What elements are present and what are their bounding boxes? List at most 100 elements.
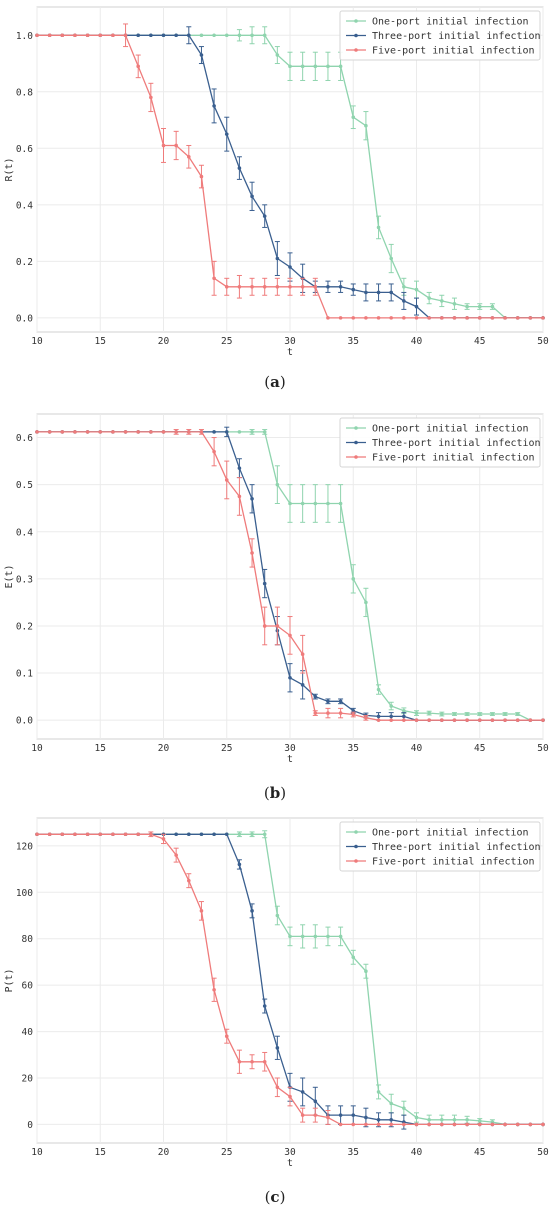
data-point xyxy=(47,832,52,837)
data-point xyxy=(313,934,318,939)
data-point xyxy=(528,1122,533,1127)
data-point xyxy=(288,934,292,939)
legend-label: One-port initial infection xyxy=(372,424,529,435)
y-axis-label: R(t) xyxy=(4,157,15,181)
data-point xyxy=(338,64,343,69)
data-point xyxy=(288,633,292,638)
data-point xyxy=(465,316,469,320)
data-point xyxy=(364,600,368,605)
y-tick-label: 0.6 xyxy=(16,433,33,444)
data-point xyxy=(490,712,495,716)
x-tick-label: 15 xyxy=(95,743,106,754)
data-point xyxy=(250,551,254,555)
data-point xyxy=(414,711,419,715)
x-tick-label: 50 xyxy=(537,1147,549,1158)
data-point xyxy=(73,430,77,434)
x-axis-label: t xyxy=(287,754,293,765)
data-point xyxy=(313,694,318,699)
data-point xyxy=(149,430,153,434)
data-point xyxy=(402,316,406,320)
data-point xyxy=(111,430,115,434)
data-point xyxy=(60,832,65,837)
data-point xyxy=(250,284,254,289)
data-point xyxy=(389,256,394,261)
x-tick-label: 40 xyxy=(411,1147,423,1158)
data-point xyxy=(440,299,444,303)
data-point xyxy=(60,430,65,434)
data-point xyxy=(187,430,191,434)
data-point xyxy=(427,718,431,722)
data-point xyxy=(300,1113,305,1117)
x-tick-label: 40 xyxy=(411,743,423,754)
data-point xyxy=(414,316,419,320)
data-point xyxy=(364,716,368,720)
data-point xyxy=(174,832,178,837)
data-point xyxy=(288,64,292,69)
data-point xyxy=(35,832,39,837)
data-point xyxy=(515,718,520,722)
caption-b-letter: b xyxy=(269,784,281,802)
data-point xyxy=(364,969,368,974)
data-point xyxy=(326,64,330,69)
data-point xyxy=(187,33,191,38)
data-point xyxy=(351,1113,356,1117)
data-point xyxy=(351,708,356,713)
data-point xyxy=(123,430,128,434)
data-point xyxy=(414,287,419,292)
data-point xyxy=(300,683,305,687)
legend-marker xyxy=(354,440,358,445)
caption-b: (b) xyxy=(263,784,287,802)
data-point xyxy=(402,1106,406,1110)
data-point xyxy=(364,316,368,320)
x-tick-label: 35 xyxy=(348,743,359,754)
data-point xyxy=(376,1122,381,1127)
data-point xyxy=(174,33,178,38)
legend-marker xyxy=(354,844,358,849)
data-point xyxy=(338,501,343,506)
y-tick-label: 0.8 xyxy=(16,87,33,98)
x-tick-label: 45 xyxy=(474,336,485,347)
data-point xyxy=(288,284,292,289)
data-point xyxy=(376,225,381,230)
data-point xyxy=(541,316,545,320)
x-tick-label: 20 xyxy=(158,336,170,347)
data-point xyxy=(199,174,204,179)
data-point xyxy=(161,33,166,38)
y-tick-label: 120 xyxy=(16,841,33,852)
data-point xyxy=(275,1046,280,1050)
y-tick-label: 1.0 xyxy=(16,31,33,42)
data-point xyxy=(237,166,242,170)
legend-label: One-port initial infection xyxy=(372,17,529,28)
data-point xyxy=(351,1122,356,1127)
data-point xyxy=(149,832,153,837)
data-point xyxy=(389,316,394,320)
data-point xyxy=(111,33,115,38)
data-point xyxy=(541,718,545,722)
data-point xyxy=(528,718,533,722)
data-point xyxy=(503,1122,507,1127)
y-tick-label: 0 xyxy=(27,1120,33,1131)
data-point xyxy=(275,482,280,487)
data-point xyxy=(85,832,90,837)
data-point xyxy=(212,449,216,454)
series-3 xyxy=(35,23,545,320)
x-tick-label: 45 xyxy=(474,1147,485,1158)
data-point xyxy=(477,316,482,320)
data-point xyxy=(427,316,431,320)
data-point xyxy=(224,33,229,38)
data-point xyxy=(313,1113,318,1117)
data-point xyxy=(288,265,292,269)
legend: One-port initial infection Three-port ini… xyxy=(339,417,541,468)
data-point xyxy=(477,1119,482,1123)
data-point xyxy=(376,290,381,295)
data-point xyxy=(338,284,343,289)
data-point xyxy=(300,652,305,657)
data-point xyxy=(490,316,495,320)
data-point xyxy=(427,1122,431,1127)
data-point xyxy=(389,1101,394,1106)
data-point xyxy=(376,718,381,722)
data-point xyxy=(250,430,254,434)
y-tick-label: 80 xyxy=(22,934,34,945)
series-3 xyxy=(35,429,545,722)
data-point xyxy=(326,934,330,939)
